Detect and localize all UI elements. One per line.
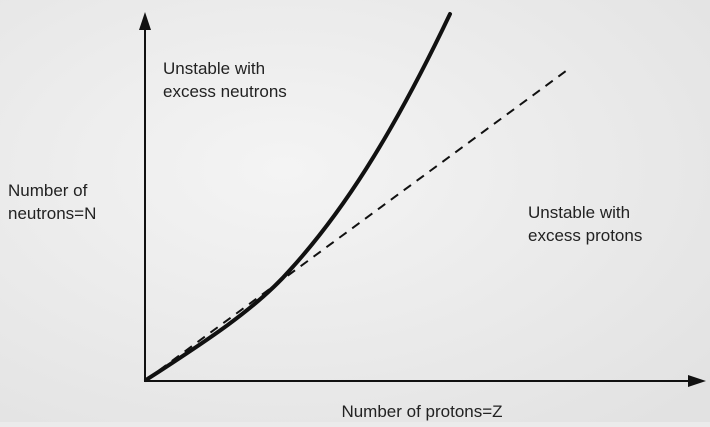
y-axis-label: neutrons=N [8, 204, 96, 223]
x-axis-arrow [688, 375, 706, 387]
stability-curve [144, 12, 452, 382]
y-axis-label: Number of [8, 181, 88, 200]
x-axis-label: Number of protons=Z [341, 402, 502, 421]
n-equals-z-line [145, 67, 571, 381]
region-label: Unstable with [528, 203, 630, 222]
region-label: excess neutrons [163, 82, 287, 101]
region-label: excess protons [528, 226, 642, 245]
y-axis-arrow [139, 12, 151, 30]
region-label: Unstable with [163, 59, 265, 78]
